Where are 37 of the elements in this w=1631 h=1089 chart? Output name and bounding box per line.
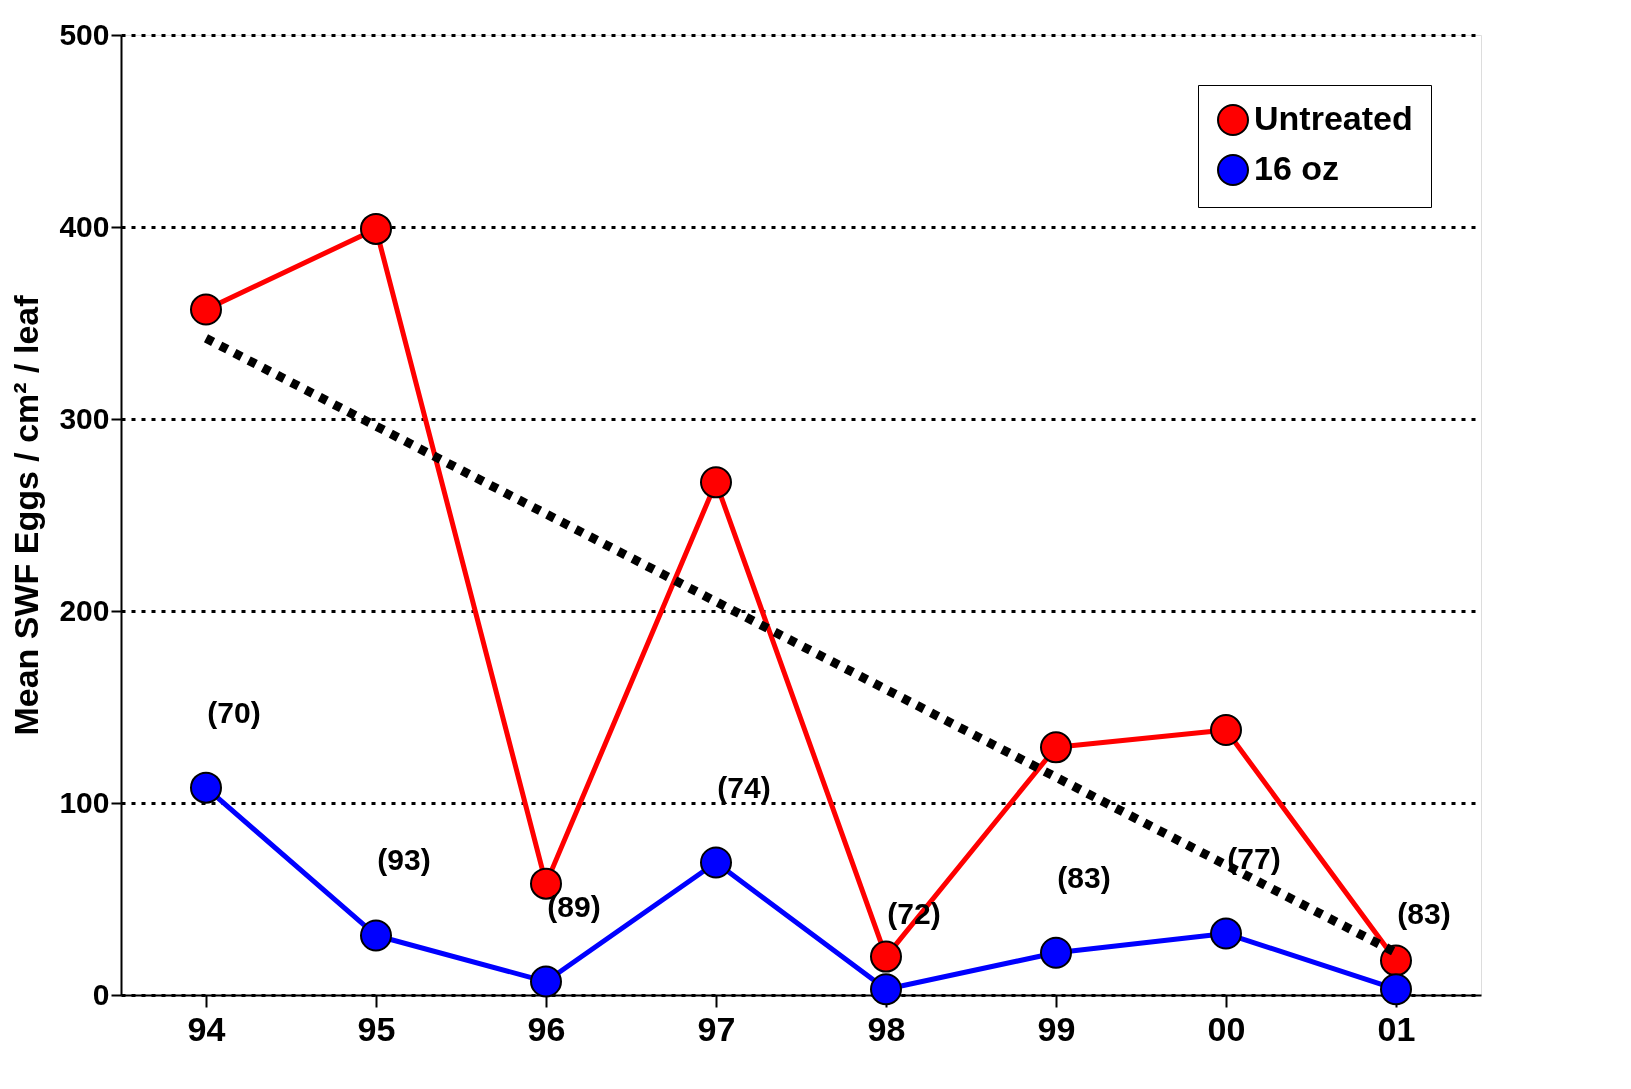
annotation: (74) xyxy=(717,770,771,804)
point xyxy=(1210,714,1242,747)
y-tick-label: 300 xyxy=(59,401,110,435)
point xyxy=(1380,973,1412,1006)
x-tick-label: 01 xyxy=(1377,1009,1416,1048)
annotation: (93) xyxy=(377,843,431,877)
y-tick-label: 500 xyxy=(59,17,110,51)
y-tick-label: 400 xyxy=(59,209,110,243)
annotation: (70) xyxy=(207,695,261,729)
x-tick-label: 95 xyxy=(357,1009,396,1048)
point xyxy=(190,771,222,804)
y-tick-label: 200 xyxy=(59,593,110,627)
annotation: (89) xyxy=(547,889,601,923)
legend-label: Untreated xyxy=(1254,99,1413,137)
point xyxy=(1210,917,1242,950)
point xyxy=(360,919,392,952)
x-tick-label: 94 xyxy=(187,1009,226,1048)
point xyxy=(530,965,562,998)
point xyxy=(360,212,392,245)
point xyxy=(190,293,222,326)
y-tick-label: 0 xyxy=(92,977,110,1011)
x-tick-label: 97 xyxy=(697,1009,736,1048)
point xyxy=(700,846,732,879)
point xyxy=(1040,731,1072,764)
x-tick-label: 99 xyxy=(1037,1009,1076,1048)
annotation: (83) xyxy=(1397,897,1451,931)
point xyxy=(870,973,902,1006)
point xyxy=(1040,936,1072,969)
legend-label: 16 oz xyxy=(1254,149,1340,187)
y-tick-label: 100 xyxy=(59,785,110,819)
y-axis-title: Mean SWF Eggs / cm² / leaf xyxy=(7,294,46,736)
point xyxy=(870,940,902,973)
x-tick-label: 98 xyxy=(867,1009,906,1048)
annotation: (83) xyxy=(1057,860,1111,894)
x-tick-label: 00 xyxy=(1207,1009,1246,1048)
x-tick-label: 96 xyxy=(527,1009,566,1048)
point xyxy=(700,466,732,499)
